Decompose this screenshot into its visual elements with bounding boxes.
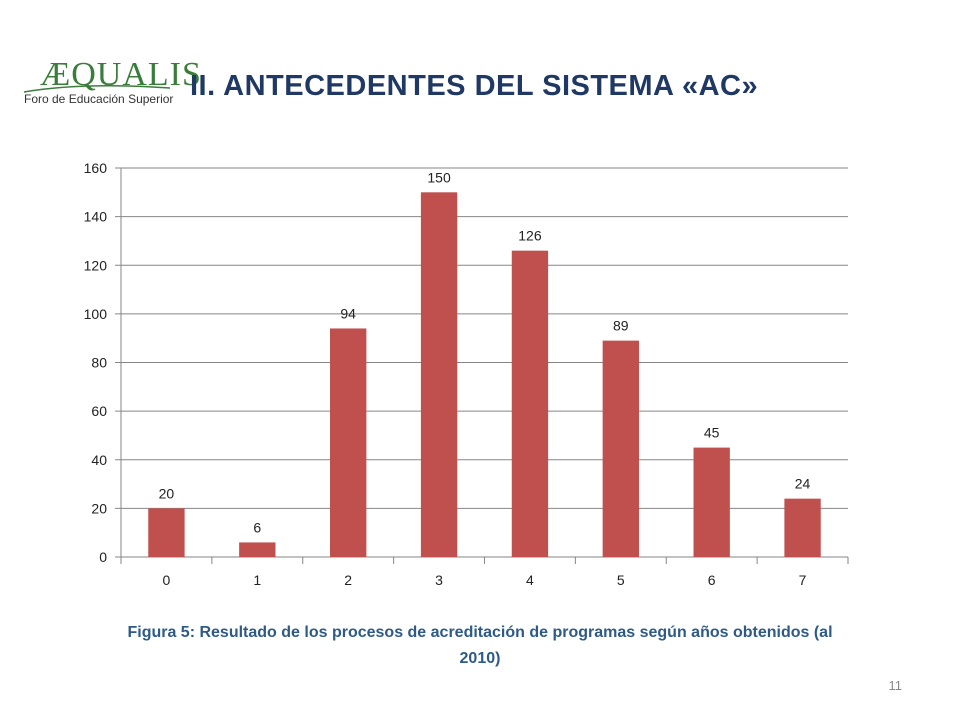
aequalis-logo: ÆQUALIS Foro de Educación Superior [22, 58, 201, 110]
data-label-2: 94 [340, 305, 356, 321]
y-tick-label: 20 [91, 500, 107, 516]
data-label-1: 6 [253, 519, 261, 535]
data-label-5: 89 [613, 318, 629, 334]
logo-swoosh-icon [23, 85, 171, 93]
slide-title: II. ANTECEDENTES DEL SISTEMA «AC» [190, 70, 759, 102]
logo-subtitle: Foro de Educación Superior [24, 92, 174, 106]
y-tick-label: 100 [84, 306, 108, 322]
y-tick-label: 140 [84, 209, 108, 225]
x-tick-label: 0 [163, 572, 171, 588]
bar-0 [148, 508, 185, 557]
x-tick-label: 1 [253, 572, 261, 588]
x-tick-label: 7 [799, 572, 807, 588]
x-tick-label: 5 [617, 572, 625, 588]
bar-5 [602, 340, 639, 557]
data-label-7: 24 [795, 476, 811, 492]
bar-7 [784, 498, 821, 557]
bar-3 [420, 192, 458, 557]
data-label-4: 126 [518, 228, 542, 244]
y-tick-label: 60 [91, 403, 107, 419]
bar-4 [511, 250, 549, 557]
bar-1 [239, 542, 276, 557]
bar-6 [693, 447, 730, 557]
y-tick-label: 120 [84, 257, 108, 273]
x-tick-label: 3 [435, 572, 443, 588]
data-label-6: 45 [704, 425, 720, 441]
x-tick-label: 4 [526, 572, 534, 588]
y-tick-label: 0 [99, 549, 107, 565]
page-number: 11 [888, 678, 903, 693]
x-tick-label: 6 [708, 572, 716, 588]
data-label-3: 150 [427, 169, 451, 185]
x-tick-label: 2 [344, 572, 352, 588]
y-tick-label: 80 [91, 355, 107, 371]
bar-2 [330, 328, 367, 557]
data-label-0: 20 [159, 485, 175, 501]
y-tick-label: 160 [84, 160, 108, 176]
y-tick-label: 40 [91, 452, 107, 468]
figure-caption: Figura 5: Resultado de los procesos de a… [127, 624, 833, 667]
